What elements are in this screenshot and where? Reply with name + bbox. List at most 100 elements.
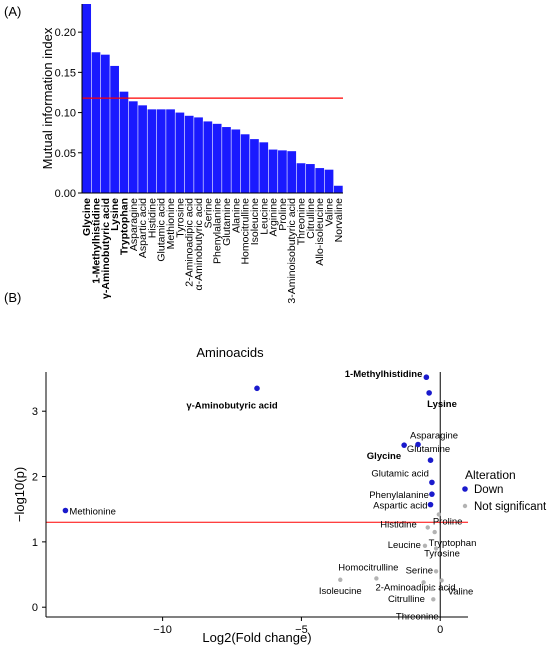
category-label-9: Methionine <box>165 198 177 250</box>
category-label-27: Norvaline <box>333 198 345 243</box>
point-15 <box>433 569 439 574</box>
bar-19 <box>259 142 269 193</box>
bar-23 <box>296 163 306 193</box>
category-label-12: α-Aminobutyric acid <box>193 198 205 291</box>
point-label-9: Methionine <box>69 507 115 518</box>
bar-3 <box>110 65 119 193</box>
category-label-5: Asparagine <box>128 198 140 251</box>
category-label-16: Alanine <box>230 198 242 233</box>
bar-5 <box>128 101 138 193</box>
point-label-5: Glutamine <box>407 444 450 455</box>
category-label-10: Tyrosine <box>174 198 186 238</box>
point-20 <box>429 586 435 592</box>
point-14 <box>433 546 439 551</box>
point-5 <box>427 457 434 464</box>
category-label-14: Phenylalanine <box>212 198 224 264</box>
point-7 <box>429 491 435 497</box>
category-label-7: Histidine <box>146 198 158 238</box>
y-tick-label-3: 0.15 <box>55 67 76 79</box>
category-label-24: Citrulline <box>305 198 317 239</box>
y-axis-title: Mutual information index <box>40 27 55 169</box>
point-label-19: Valine <box>448 586 474 597</box>
x-tick-label-0: −10 <box>153 624 172 636</box>
x-axis-title: Aminoacids <box>196 345 264 360</box>
point-0 <box>423 374 430 381</box>
category-label-8: Glutamic acid <box>156 198 168 262</box>
legend-label-ns: Not significant <box>474 501 547 513</box>
bar-17 <box>240 134 250 193</box>
bar-27 <box>333 185 343 193</box>
point-label-8: Aspartic acid <box>373 501 427 512</box>
point-label-18: 2-Aminoadipic acid <box>375 582 455 593</box>
bar-24 <box>306 164 315 193</box>
bar-12 <box>194 117 203 193</box>
bar-2 <box>100 54 110 193</box>
point-label-4: Glycine <box>367 451 401 462</box>
bar-1 <box>91 52 101 194</box>
point-label-21: Threonine <box>396 611 439 622</box>
x-tick-label-2: 0 <box>437 624 443 636</box>
point-label-7: Phenylalanine <box>369 490 429 501</box>
x-tick-label-1: −5 <box>295 624 308 636</box>
y-tick-label-2: 2 <box>32 472 38 484</box>
point-13 <box>422 543 428 548</box>
bar-18 <box>250 139 259 193</box>
bar-25 <box>315 168 325 193</box>
point-12 <box>432 529 437 535</box>
point-6 <box>429 479 435 486</box>
bar-8 <box>156 109 166 193</box>
y-tick-label-4: 0.20 <box>55 27 76 39</box>
x-axis-title: Log2(Fold change) <box>202 630 311 645</box>
panel-b-label: (B) <box>4 290 21 305</box>
panel-a-label: (A) <box>4 4 21 19</box>
point-21 <box>431 597 436 602</box>
point-label-1: Lysine <box>427 399 457 410</box>
point-label-11: Histidine <box>380 519 416 530</box>
legend-label-down: Down <box>474 484 503 496</box>
point-label-13: Leucine <box>388 540 421 551</box>
bar-chart: 0.00 0.05 0.10 0.15 0.20 Glycine1-Methylhisti… <box>40 4 345 360</box>
category-label-0: Glycine <box>81 198 93 236</box>
point-label-17: Isoleucine <box>319 586 362 597</box>
point-9 <box>62 507 69 514</box>
category-label-22: 3-Aminoisobutyric acid <box>286 198 298 304</box>
point-label-10: Proline <box>433 516 463 527</box>
category-label-20: Arginine <box>268 198 280 237</box>
point-11 <box>425 525 430 530</box>
category-label-11: 2-Aminoadipic acid <box>184 198 196 287</box>
bar-21 <box>278 150 287 193</box>
point-10 <box>436 512 442 517</box>
category-label-1: 1-Methylhistidine <box>90 198 102 284</box>
bar-6 <box>138 105 147 193</box>
bar-26 <box>324 169 334 193</box>
category-label-26: Valine <box>324 198 336 227</box>
y-tick-label-0: 0 <box>32 602 38 614</box>
point-label-15: Serine <box>406 565 433 576</box>
point-17 <box>338 577 343 582</box>
bar-10 <box>175 112 185 193</box>
category-label-25: Allo-isoleucine <box>314 198 326 266</box>
bar-7 <box>147 109 157 193</box>
legend-marker-down <box>462 486 468 492</box>
bar-22 <box>287 151 297 193</box>
legend-marker-ns <box>462 503 468 509</box>
point-4 <box>401 442 407 448</box>
category-label-18: Isoleucine <box>249 198 261 245</box>
bar-4 <box>119 91 129 193</box>
y-axis-title: −log10(p) <box>12 467 27 522</box>
bar-14 <box>212 123 222 193</box>
point-label-0: 1-Methylhistidine <box>345 369 423 380</box>
point-8 <box>427 501 434 508</box>
category-label-4: Tryptophan <box>118 198 130 255</box>
y-tick-label-0: 0.00 <box>55 188 76 200</box>
bar-15 <box>222 127 231 193</box>
category-label-21: Proline <box>277 198 289 231</box>
point-2 <box>254 385 260 392</box>
bar-16 <box>231 129 241 193</box>
point-label-20: Citrulline <box>388 594 425 605</box>
bar-20 <box>268 149 278 193</box>
category-label-13: Serine <box>202 198 214 229</box>
category-label-19: Leucine <box>258 198 270 235</box>
category-label-17: Homocitrulline <box>240 198 252 265</box>
